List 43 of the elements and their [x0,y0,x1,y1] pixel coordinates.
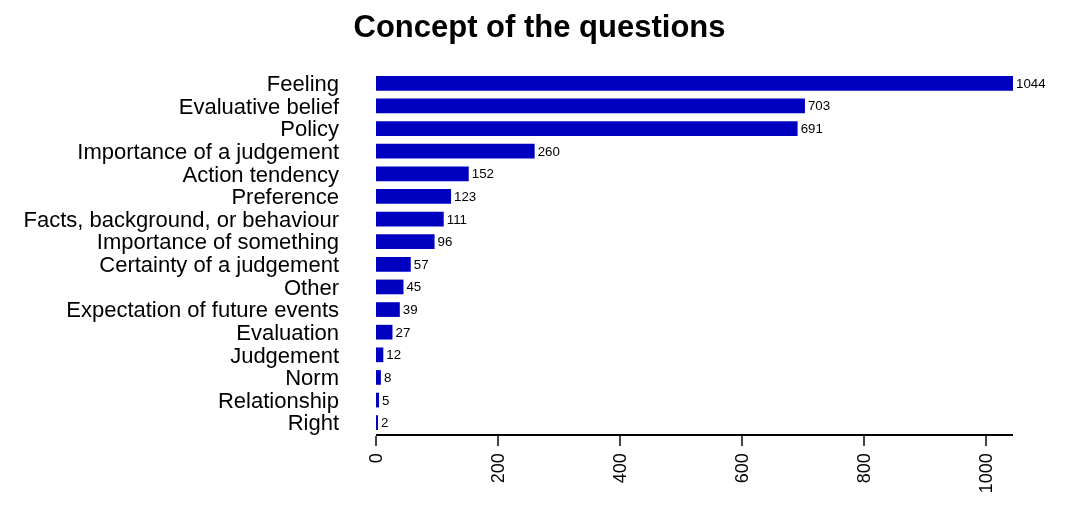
data-label: 39 [402,302,418,318]
y-tick-label: Facts, background, or behaviour [23,206,339,232]
x-tick-label: 200 [487,453,508,484]
bar [376,166,469,182]
x-tick-label: 400 [609,453,630,484]
bar [376,98,805,114]
data-label: 45 [406,279,422,295]
bar [376,302,400,317]
data-label: 96 [437,234,453,250]
data-label: 123 [454,188,477,204]
data-label: 260 [537,143,560,159]
bar [376,256,411,272]
bar [376,370,381,385]
bar [376,324,393,340]
bar [376,279,404,295]
bar [376,143,535,159]
data-label: 5 [382,392,390,408]
y-tick-label: Feeling [266,71,339,97]
x-tick-label: 0 [365,453,386,464]
data-label: 703 [807,98,831,114]
data-label: 27 [395,324,411,340]
data-label: 111 [446,211,467,227]
x-tick-label: 1000 [976,453,996,494]
data-label: 12 [386,347,402,363]
bar [376,189,452,204]
y-tick-label: Other [283,274,339,300]
bar [376,211,444,227]
bar [376,347,384,363]
data-label: 57 [413,256,429,272]
data-label: 152 [471,166,494,182]
data-label: 1044 [1016,75,1046,91]
bar [376,392,380,408]
data-label: 691 [800,121,823,137]
bar [376,234,435,250]
y-tick-label: Policy [280,116,339,142]
x-tick-label: 800 [853,453,874,484]
bar [376,75,1013,91]
data-label: 2 [381,415,389,431]
data-label: 8 [383,369,392,385]
chart-title: Concept of the questions [353,9,726,45]
bar [376,121,798,136]
x-tick-label: 600 [731,453,752,484]
y-tick-label: Judgement [230,342,339,368]
